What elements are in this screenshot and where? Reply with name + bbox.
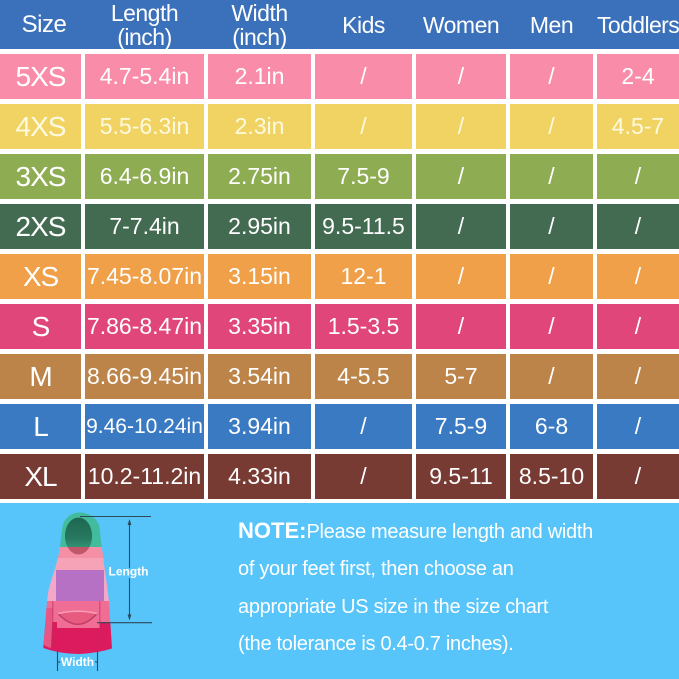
svg-text:Width: Width: [61, 655, 94, 669]
svg-text:Length: Length: [109, 565, 149, 579]
